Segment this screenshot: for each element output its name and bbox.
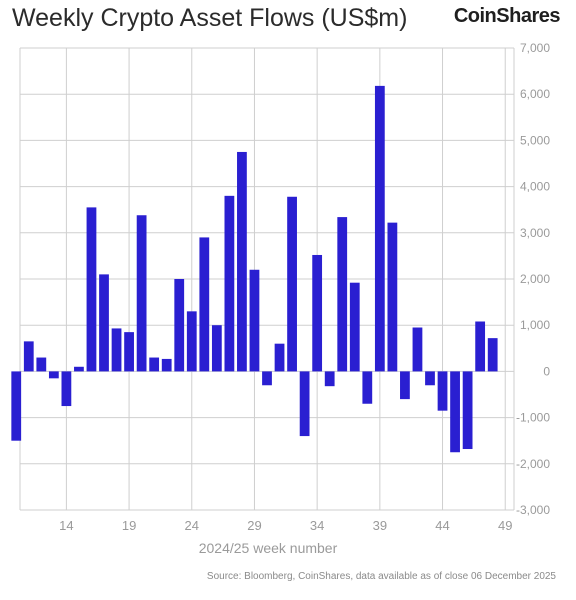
bar [462,371,473,450]
bar [199,237,210,372]
chart-title: Weekly Crypto Asset Flows (US$m) [12,4,408,32]
y-tick-label: 4,000 [520,180,550,194]
y-tick-label: 3,000 [520,226,550,240]
bar [36,357,47,372]
y-tick-label: 1,000 [520,318,550,332]
bar [211,325,222,372]
bar [186,311,197,372]
x-tick-label: 14 [59,518,73,533]
bar [249,269,260,372]
bar [412,327,423,372]
bar [274,343,285,372]
x-tick-label: 44 [435,518,449,533]
x-tick-label: 49 [498,518,512,533]
bar [74,366,84,372]
bar [362,371,373,404]
bar [136,215,147,372]
x-tick-label: 24 [185,518,199,533]
y-tick-label: 2,000 [520,272,550,286]
x-tick-label: 34 [310,518,324,533]
bar [48,371,59,379]
y-tick-label: 5,000 [520,133,550,147]
bar [349,282,360,372]
bar [337,217,348,372]
bar [487,338,498,372]
bar [23,341,34,372]
bar [475,321,486,372]
y-tick-label: -2,000 [516,457,550,471]
bar [287,196,297,372]
bar [400,371,410,400]
y-tick-label: 0 [543,364,550,378]
bar [61,371,72,407]
x-tick-label: 39 [373,518,387,533]
source-note: Source: Bloomberg, CoinShares, data avai… [206,571,556,582]
y-tick-label: -1,000 [516,411,550,425]
bar [111,328,122,372]
bar [387,222,398,372]
x-tick-label: 29 [247,518,261,533]
bar [224,195,235,372]
x-tick-label: 19 [122,518,136,533]
y-tick-label: 7,000 [520,41,550,55]
bar [437,371,448,411]
bar [374,85,385,372]
y-tick-label: -3,000 [516,503,550,517]
bar [161,358,172,372]
bar [262,371,272,386]
bar [312,254,323,372]
bar [149,357,160,372]
bar [124,332,134,372]
bar [86,207,97,372]
bar [174,279,185,372]
bar [237,151,247,372]
x-axis-label: 2024/25 week number [199,540,338,556]
bar [299,371,310,437]
bar [99,274,109,372]
bar [11,371,22,441]
y-tick-label: 6,000 [520,87,550,101]
coinshares-logo: CoinShares [453,5,561,27]
bar [324,371,335,387]
bar [450,371,460,453]
bar [425,371,435,386]
